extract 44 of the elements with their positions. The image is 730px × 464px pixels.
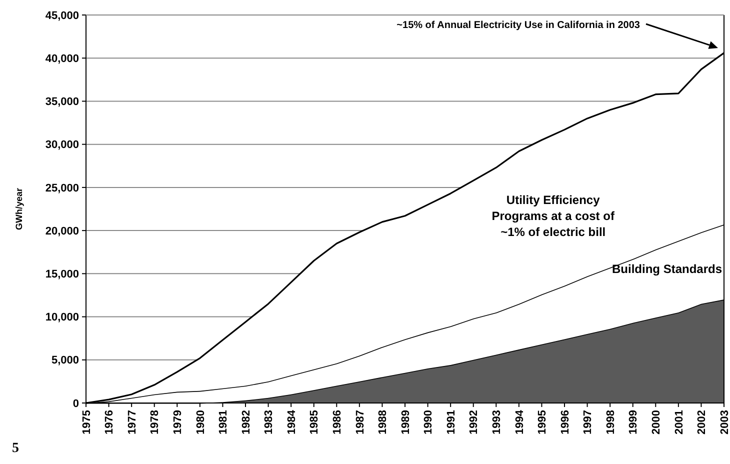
x-tick-label: 1997 [582, 410, 594, 434]
x-tick-label: 1977 [126, 410, 138, 434]
y-tick-label: 10,000 [45, 312, 79, 324]
x-tick-label: 1982 [240, 410, 252, 434]
x-tick-label: 2003 [718, 410, 730, 434]
y-tick-label: 5,000 [51, 354, 79, 367]
x-tick-label: 1989 [400, 410, 412, 434]
annotation: ~15% of Annual Electricity Use in California in 2003 [396, 20, 640, 31]
x-tick-label: 1981 [218, 410, 230, 434]
y-tick-label: 25,000 [45, 182, 79, 194]
x-tick-label: 2000 [650, 410, 662, 434]
x-tick-label: 1990 [422, 410, 435, 434]
y-tick-label: 35,000 [45, 96, 79, 108]
x-tick-label: 1999 [628, 410, 640, 434]
y-axis-title: GWh/year [14, 188, 24, 230]
x-tick-label: 1991 [445, 410, 458, 434]
x-tick-label: 1996 [559, 410, 572, 434]
x-tick-label: 1988 [377, 410, 390, 434]
series-label: Building Standards [612, 262, 722, 276]
x-tick-label: 1983 [263, 410, 276, 434]
x-tick-label: 1979 [172, 410, 184, 434]
y-tick-label: 15,000 [45, 268, 79, 281]
y-tick-label: 0 [72, 398, 79, 410]
x-tick-label: 1980 [194, 410, 207, 434]
x-tick-label: 1975 [80, 410, 93, 434]
text: 5 [12, 441, 19, 456]
x-tick-label: 2001 [673, 410, 686, 434]
x-tick-label: 1995 [536, 410, 549, 434]
x-tick-label: 1998 [604, 410, 617, 434]
x-tick-label: 1986 [331, 410, 344, 434]
x-tick-label: 1994 [514, 409, 526, 434]
x-tick-label: 1984 [286, 409, 298, 434]
x-tick-label: 1978 [149, 410, 162, 434]
y-tick-label: 45,000 [45, 10, 79, 22]
x-tick-label: 1992 [468, 410, 480, 434]
y-tick-label: 30,000 [45, 139, 79, 152]
x-tick-label: 1976 [104, 410, 116, 434]
x-tick-label: 2002 [696, 410, 708, 434]
series-label: Utility Efficiency Programs at a cost of ~1% of electric bill [492, 193, 616, 240]
y-tick-label: 40,000 [45, 52, 79, 65]
x-tick-label: 1993 [490, 410, 503, 434]
x-tick-label: 1987 [354, 410, 366, 434]
x-tick-label: 1985 [308, 410, 321, 434]
y-tick-label: 20,000 [45, 225, 79, 238]
